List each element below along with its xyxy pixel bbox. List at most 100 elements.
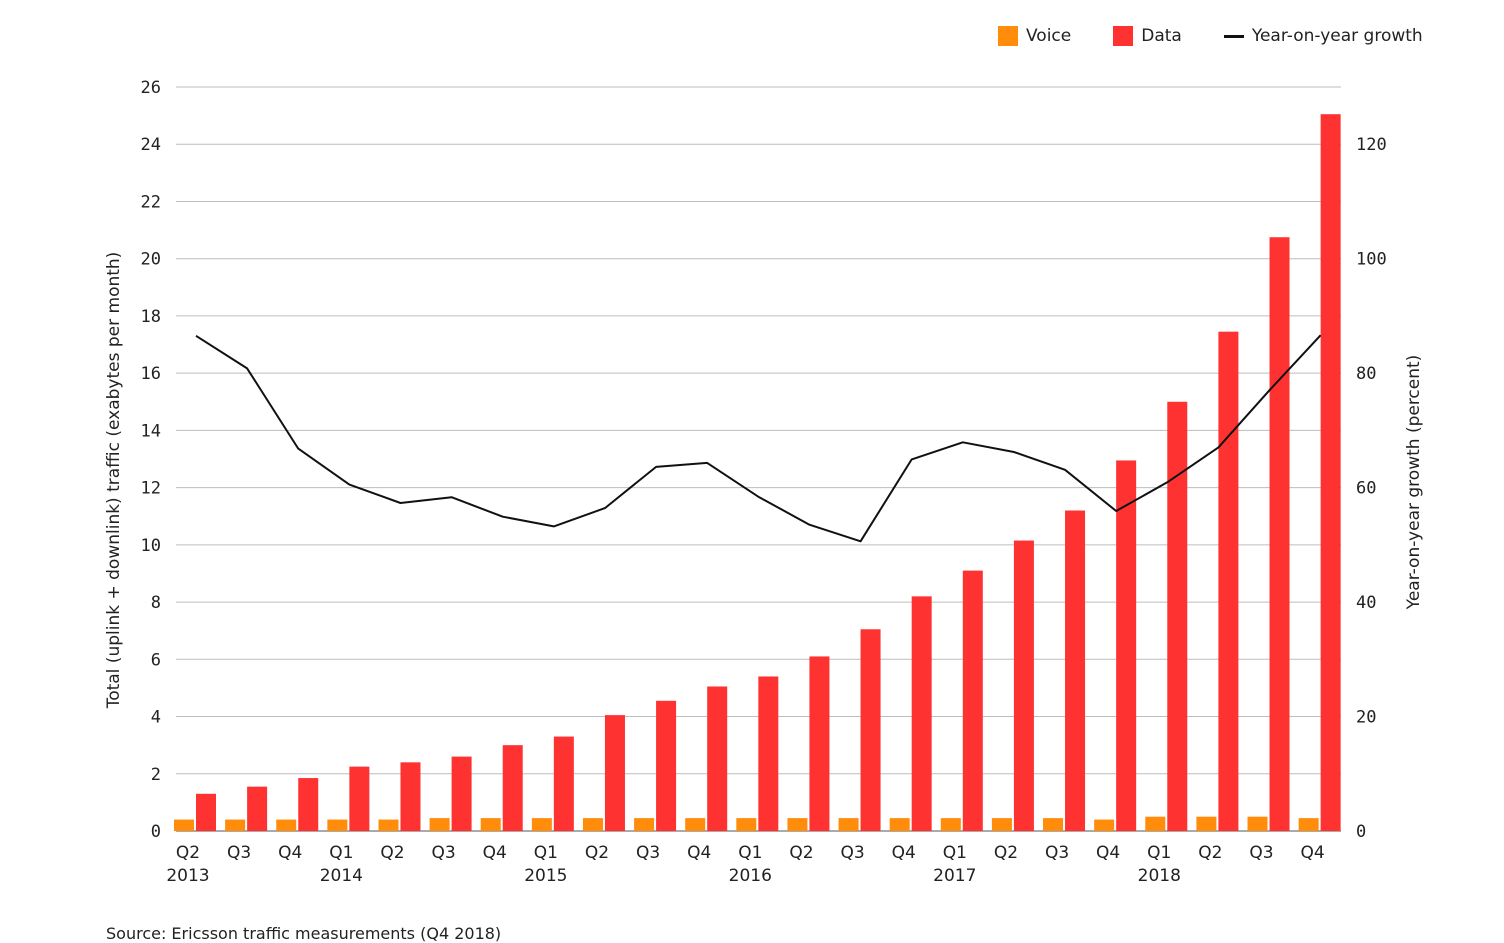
gridlines <box>176 86 1341 832</box>
x-tick-label: Q4 <box>1301 843 1325 863</box>
legend-voice-label: Voice <box>1026 26 1072 46</box>
voice-bar <box>1196 816 1217 831</box>
left-tick-label: 12 <box>141 479 161 499</box>
data-bar <box>1167 401 1188 831</box>
x-year-label: 2013 <box>166 866 209 886</box>
right-tick-label: 0 <box>1356 822 1366 842</box>
x-tick-label: Q3 <box>636 843 660 863</box>
x-tick-label: Q1 <box>1147 843 1171 863</box>
data-swatch-icon <box>1113 26 1134 46</box>
x-year-label: 2015 <box>524 866 567 886</box>
data-bar <box>604 715 625 831</box>
left-tick-label: 6 <box>151 650 161 670</box>
left-axis-title: Total (uplink + downlink) traffic (exaby… <box>104 252 124 710</box>
left-tick-label: 14 <box>141 421 161 441</box>
x-tick-label: Q4 <box>483 843 507 863</box>
voice-bar <box>991 818 1012 831</box>
legend-growth-label: Year-on-year growth <box>1251 26 1423 46</box>
data-bar <box>1116 460 1137 831</box>
legend-voice: Voice <box>998 26 1071 46</box>
voice-bar <box>174 819 194 831</box>
legend-growth: Year-on-year growth <box>1223 26 1423 46</box>
data-bar <box>502 745 523 831</box>
voice-bar <box>1298 818 1319 831</box>
x-tick-label: Q1 <box>534 843 558 863</box>
growth-line <box>195 334 1322 543</box>
growth-line-group <box>195 334 1322 543</box>
data-bar <box>451 756 472 831</box>
right-axis-ticks: 0 20 40 60 80 100 120 <box>1356 135 1387 842</box>
x-tick-label: Q3 <box>840 843 864 863</box>
x-tick-label: Q3 <box>1045 843 1069 863</box>
data-bar <box>1065 510 1086 831</box>
data-bar <box>962 570 983 831</box>
voice-bar <box>1145 816 1166 831</box>
source-note: Source: Ericsson traffic measurements (Q… <box>106 924 502 943</box>
left-tick-label: 16 <box>141 364 161 384</box>
right-tick-label: 20 <box>1356 708 1376 728</box>
voice-bar <box>225 819 246 831</box>
data-bar <box>196 793 216 831</box>
voice-bar <box>378 819 399 831</box>
voice-bar <box>1247 816 1268 831</box>
bars <box>174 114 1341 831</box>
x-tick-label: Q2 <box>585 843 609 863</box>
x-tick-label: Q3 <box>431 843 455 863</box>
left-tick-label: 26 <box>141 78 161 98</box>
x-year-label: 2016 <box>729 866 772 886</box>
voice-bar <box>940 818 961 831</box>
x-tick-label: Q2 <box>176 843 200 863</box>
voice-bar <box>787 818 808 831</box>
x-axis-labels: Q2 Q3 Q4 Q1 Q2 Q3 Q4 Q1 Q2 Q3 Q4 Q1 Q2 Q3 Q4 Q1 Q2 Q3 Q4 Q1… <box>166 843 1324 886</box>
voice-bar <box>1094 819 1115 831</box>
data-bar <box>298 778 319 831</box>
data-bar <box>656 700 677 831</box>
left-tick-label: 8 <box>151 593 161 613</box>
legend-data: Data <box>1113 26 1182 46</box>
voice-bar <box>429 818 450 831</box>
x-tick-label: Q3 <box>227 843 251 863</box>
voice-bar <box>736 818 757 831</box>
left-tick-label: 18 <box>141 307 161 327</box>
voice-bar <box>889 818 910 831</box>
data-bar <box>1218 331 1239 831</box>
x-tick-label: Q4 <box>687 843 711 863</box>
right-tick-label: 60 <box>1356 479 1376 499</box>
data-bar <box>1320 114 1341 831</box>
voice-bar <box>327 819 348 831</box>
x-tick-label: Q4 <box>1096 843 1120 863</box>
data-bar <box>758 676 779 831</box>
voice-bar <box>582 818 603 831</box>
voice-swatch-icon <box>998 26 1018 46</box>
data-bar <box>860 629 881 831</box>
data-bar <box>247 786 268 831</box>
data-bar <box>349 766 370 831</box>
data-bar <box>707 686 728 831</box>
left-tick-label: 0 <box>151 822 161 842</box>
x-tick-label: Q2 <box>994 843 1018 863</box>
x-tick-label: Q1 <box>943 843 967 863</box>
left-tick-label: 4 <box>151 708 161 728</box>
right-axis-title: Year-on-year growth (percent) <box>1404 355 1424 611</box>
x-tick-label: Q2 <box>1198 843 1222 863</box>
x-year-label: 2018 <box>1138 866 1181 886</box>
data-bar <box>553 736 574 831</box>
voice-bar <box>531 818 552 831</box>
left-tick-label: 24 <box>141 135 161 155</box>
x-year-label: 2017 <box>933 866 976 886</box>
x-tick-label: Q3 <box>1249 843 1273 863</box>
right-tick-label: 120 <box>1356 135 1387 155</box>
left-tick-label: 20 <box>141 250 161 270</box>
data-bar <box>1269 237 1290 831</box>
left-tick-label: 10 <box>141 536 161 556</box>
data-bar <box>400 762 421 831</box>
x-year-label: 2014 <box>320 866 363 886</box>
right-tick-label: 40 <box>1356 593 1376 613</box>
voice-bar <box>634 818 655 831</box>
voice-bar <box>838 818 859 831</box>
x-tick-label: Q1 <box>738 843 762 863</box>
x-tick-label: Q2 <box>789 843 813 863</box>
voice-bar <box>1043 818 1064 831</box>
x-tick-label: Q4 <box>278 843 302 863</box>
